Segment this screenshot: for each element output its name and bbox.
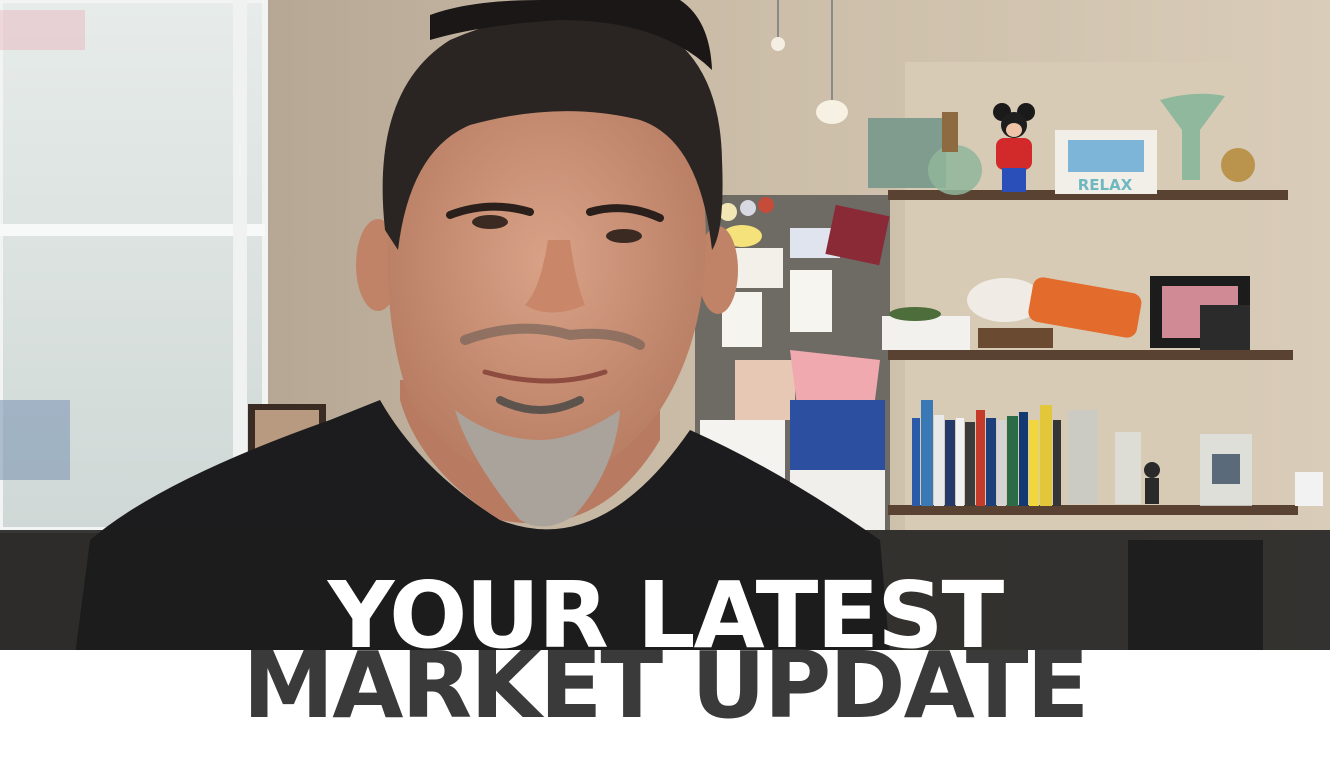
title-line-1: YOUR LATEST [327,562,1004,669]
ceiling-light [771,37,785,51]
relax-sign: RELAX [1078,176,1133,194]
shelf [888,505,1298,515]
frosted-cabinet [0,0,268,533]
left-eye [472,215,508,229]
vase [1160,93,1225,180]
shelf [888,190,1288,200]
ceiling-light [816,100,848,124]
title-line-2: MARKET UPDATE [242,632,1090,739]
mickey-figure [993,103,1035,192]
relax-frame: RELAX [1055,130,1157,194]
hair [382,13,723,251]
title-lower-band [0,650,1330,770]
title-banner [0,530,1330,650]
goatee [455,410,620,527]
shelf [888,350,1293,360]
right-eye [606,229,642,243]
